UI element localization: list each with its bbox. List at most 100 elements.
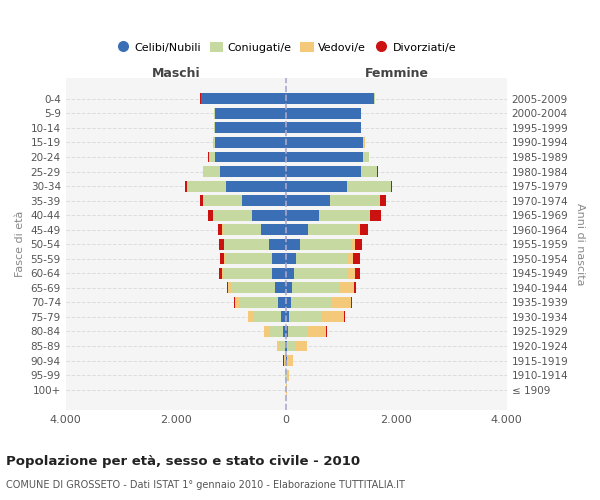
Bar [278, 297, 286, 308]
Bar [286, 297, 290, 308]
Bar [319, 210, 369, 220]
Bar [286, 94, 374, 104]
Bar [218, 224, 222, 235]
Bar [269, 239, 286, 250]
Bar [286, 122, 361, 134]
Bar [308, 224, 358, 235]
Bar [231, 282, 275, 294]
Bar [272, 268, 286, 279]
Bar [286, 268, 295, 279]
Bar [227, 282, 228, 294]
Bar [288, 326, 307, 337]
Bar [351, 297, 352, 308]
Bar [295, 268, 347, 279]
Text: Femmine: Femmine [364, 67, 428, 80]
Bar [286, 210, 319, 220]
Bar [226, 180, 286, 192]
Bar [284, 355, 286, 366]
Bar [283, 326, 286, 337]
Bar [220, 166, 286, 177]
Bar [322, 312, 344, 322]
Bar [286, 282, 292, 294]
Text: Maschi: Maschi [152, 67, 200, 80]
Bar [369, 210, 370, 220]
Bar [289, 355, 293, 366]
Bar [252, 210, 286, 220]
Bar [286, 108, 361, 119]
Bar [223, 224, 262, 235]
Bar [286, 312, 289, 322]
Bar [292, 282, 338, 294]
Bar [355, 268, 359, 279]
Bar [223, 268, 272, 279]
Bar [300, 239, 352, 250]
Bar [235, 297, 239, 308]
Bar [290, 297, 332, 308]
Bar [355, 239, 362, 250]
Bar [358, 224, 359, 235]
Bar [285, 340, 286, 351]
Text: COMUNE DI GROSSETO - Dati ISTAT 1° gennaio 2010 - Elaborazione TUTTITALIA.IT: COMUNE DI GROSSETO - Dati ISTAT 1° genna… [6, 480, 405, 490]
Bar [272, 254, 286, 264]
Bar [296, 340, 307, 351]
Bar [287, 340, 296, 351]
Bar [391, 180, 392, 192]
Bar [225, 254, 272, 264]
Bar [359, 224, 368, 235]
Bar [286, 180, 347, 192]
Bar [289, 312, 322, 322]
Bar [307, 326, 326, 337]
Bar [215, 108, 286, 119]
Bar [214, 137, 215, 148]
Bar [209, 152, 215, 162]
Bar [353, 254, 359, 264]
Bar [264, 326, 269, 337]
Bar [215, 122, 286, 134]
Bar [347, 268, 355, 279]
Bar [224, 239, 269, 250]
Y-axis label: Anni di nascita: Anni di nascita [575, 203, 585, 285]
Bar [286, 195, 331, 206]
Bar [286, 239, 300, 250]
Bar [277, 340, 280, 351]
Bar [269, 326, 283, 337]
Bar [262, 224, 286, 235]
Text: Popolazione per età, sesso e stato civile - 2010: Popolazione per età, sesso e stato civil… [6, 455, 360, 468]
Bar [286, 152, 364, 162]
Bar [287, 355, 289, 366]
Bar [347, 180, 391, 192]
Bar [286, 166, 361, 177]
Bar [228, 282, 231, 294]
Bar [287, 370, 289, 380]
Y-axis label: Fasce di età: Fasce di età [15, 211, 25, 278]
Bar [185, 180, 187, 192]
Bar [201, 94, 286, 104]
Bar [215, 152, 286, 162]
Bar [338, 282, 354, 294]
Bar [203, 195, 242, 206]
Bar [215, 137, 286, 148]
Bar [219, 268, 221, 279]
Bar [286, 326, 288, 337]
Bar [380, 195, 386, 206]
Bar [242, 195, 286, 206]
Bar [361, 166, 377, 177]
Bar [275, 282, 286, 294]
Bar [354, 282, 356, 294]
Legend: Celibi/Nubili, Coniugati/e, Vedovi/e, Divorziati/e: Celibi/Nubili, Coniugati/e, Vedovi/e, Di… [112, 38, 461, 57]
Bar [220, 254, 224, 264]
Bar [254, 312, 281, 322]
Bar [200, 195, 203, 206]
Bar [364, 152, 369, 162]
Bar [214, 210, 252, 220]
Bar [281, 312, 286, 322]
Bar [203, 166, 220, 177]
Bar [349, 254, 353, 264]
Bar [332, 297, 351, 308]
Bar [296, 254, 349, 264]
Bar [286, 137, 364, 148]
Bar [286, 224, 308, 235]
Bar [280, 340, 285, 351]
Bar [208, 210, 213, 220]
Bar [221, 268, 223, 279]
